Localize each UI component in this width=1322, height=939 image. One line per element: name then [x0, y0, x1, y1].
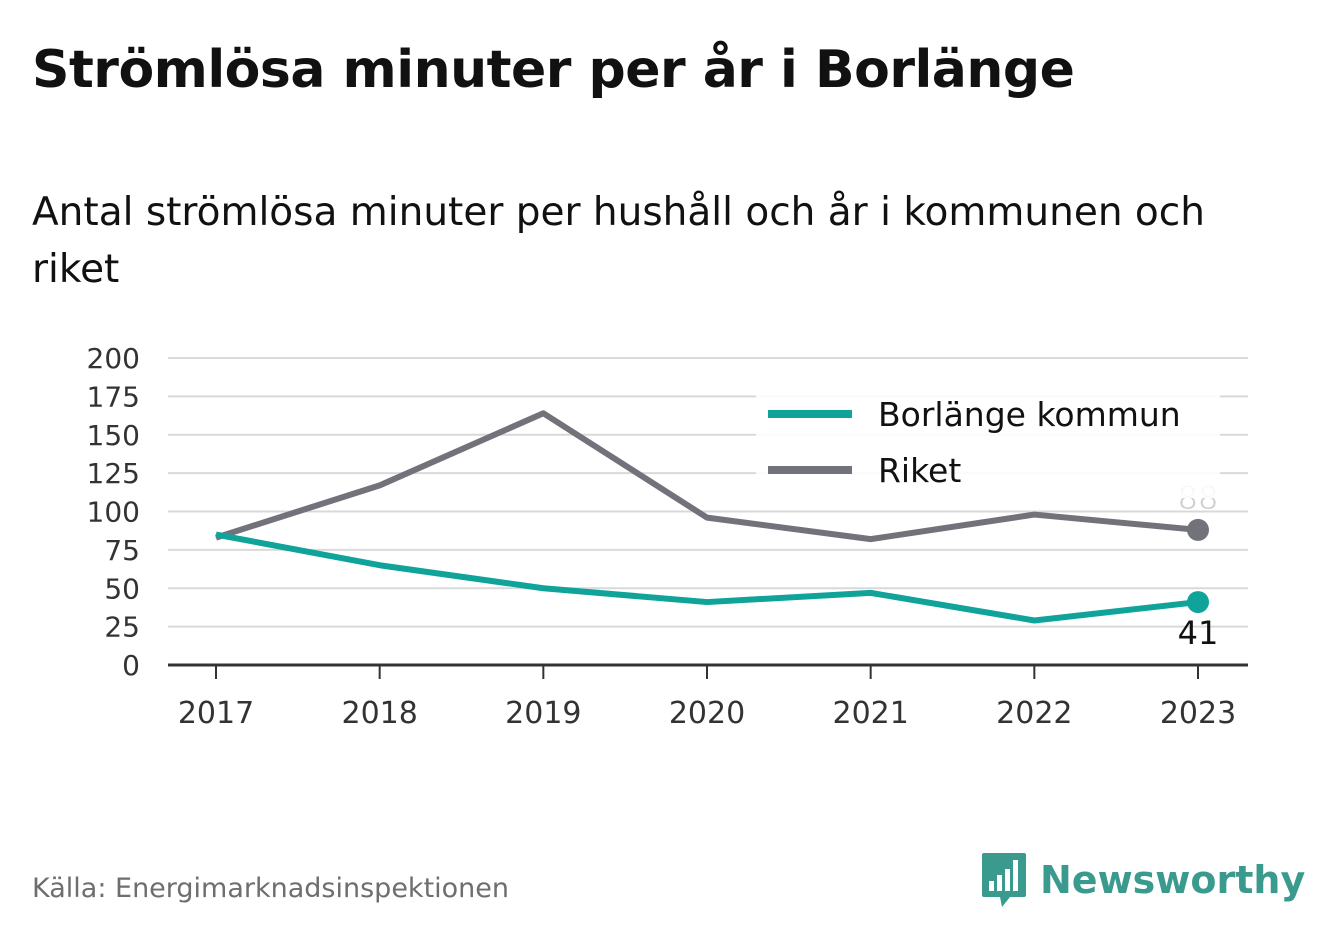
series-line-riket [215, 410, 1199, 543]
source-note: Källa: Energimarknadsinspektionen [32, 873, 510, 904]
x-tick-label: 2021 [832, 696, 908, 731]
y-tick-label: 0 [122, 649, 140, 682]
y-tick-label: 25 [104, 611, 140, 644]
y-tick-label: 125 [87, 457, 140, 490]
brand-name: Newsworthy [1040, 858, 1306, 902]
x-tick-label: 2018 [341, 696, 417, 731]
x-tick-label: 2020 [669, 696, 745, 731]
newsworthy-logo-icon [982, 853, 1026, 907]
brand-logo: Newsworthy [980, 850, 1305, 910]
y-tick-label: 200 [87, 342, 140, 375]
legend-label: Riket [878, 451, 961, 490]
y-tick-label: 50 [104, 572, 140, 605]
legend-background [756, 388, 1220, 498]
data-label-borlange: 41 [1178, 614, 1219, 652]
legend-label: Borlänge kommun [878, 395, 1181, 434]
series-line-borlange [215, 531, 1199, 624]
end-point-riket [1187, 518, 1209, 541]
x-tick-label: 2023 [1160, 696, 1236, 731]
y-tick-label: 100 [87, 496, 140, 529]
y-tick-label: 175 [87, 380, 140, 413]
y-tick-label: 75 [104, 534, 140, 567]
chart-subtitle: Antal strömlösa minuter per hushåll och … [32, 190, 1205, 292]
x-tick-label: 2017 [178, 696, 254, 731]
end-point-borlange [1187, 591, 1209, 614]
x-tick-label: 2019 [505, 696, 581, 731]
y-tick-label: 150 [87, 419, 140, 452]
page-title: Strömlösa minuter per år i Borlänge [32, 40, 1075, 100]
x-tick-label: 2022 [996, 696, 1072, 731]
